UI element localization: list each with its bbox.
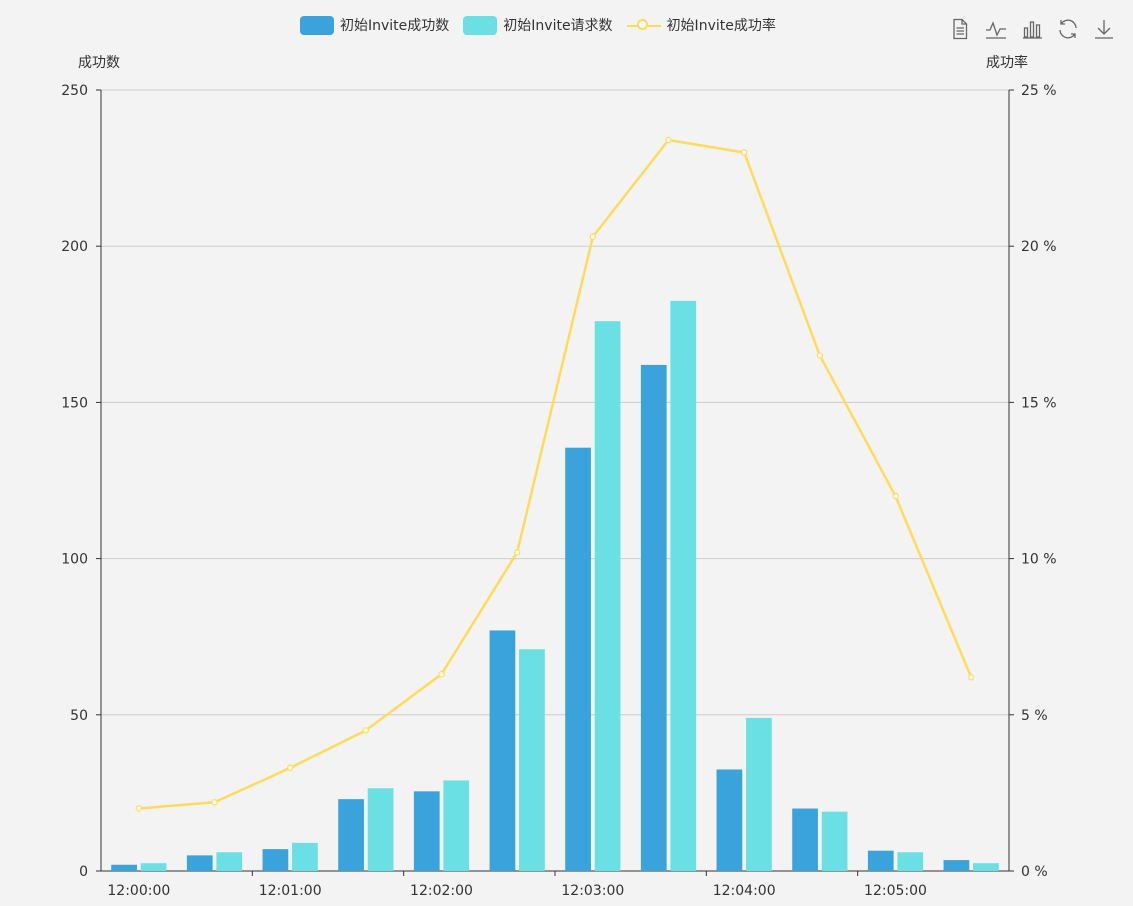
bar-chart-icon	[1023, 21, 1042, 39]
bar-success-count	[262, 849, 289, 871]
success-rate-point	[892, 492, 899, 500]
data-view-button[interactable]	[947, 16, 973, 42]
success-rate-point	[362, 727, 370, 734]
bar-request-count	[519, 649, 545, 871]
success-rate-point	[135, 805, 143, 812]
legend-item-success-count[interactable]: 初始Invite成功数	[300, 15, 449, 35]
download-icon	[1095, 20, 1113, 39]
legend-swatch-success-rate	[626, 16, 661, 35]
success-rate-line	[138, 138, 973, 810]
y-right-tick-label: 25 %	[1021, 83, 1057, 99]
x-tick-label: 12:02:00	[410, 883, 473, 899]
bar-success-count	[640, 364, 667, 871]
success-rate-point	[438, 670, 445, 678]
legend-label-request-count: 初始Invite请求数	[503, 18, 613, 34]
y-left-tick-label: 100	[61, 552, 88, 568]
chart-toolbox	[947, 16, 1117, 42]
bar-success-count	[186, 855, 213, 871]
download-button[interactable]	[1091, 16, 1117, 42]
success-rate-point	[513, 549, 521, 556]
success-rate-point	[740, 149, 748, 156]
left-axis-name: 成功数	[78, 55, 120, 71]
bar-request-count	[973, 863, 999, 871]
x-tick-label: 12:04:00	[713, 883, 776, 899]
bar-success-count	[413, 791, 440, 871]
bar-request-count	[594, 321, 621, 871]
success-rate-point	[816, 352, 824, 359]
data-view-icon	[953, 18, 968, 40]
bar-success-count	[943, 860, 970, 871]
bar-success-count	[489, 630, 516, 871]
y-left-tick-label: 200	[61, 239, 88, 255]
legend-item-success-rate[interactable]: 初始Invite成功率	[626, 15, 776, 35]
bar-success-count	[792, 808, 818, 871]
bar-request-count	[292, 842, 318, 871]
bar-success-count	[716, 769, 743, 871]
bar-chart-button[interactable]	[1019, 16, 1045, 42]
y-right-tick-label: 0 %	[1021, 864, 1048, 880]
y-left-tick-label: 150	[61, 395, 88, 411]
legend-label-success-rate: 初始Invite成功率	[666, 18, 776, 34]
x-tick-label: 12:01:00	[259, 883, 322, 899]
refresh-button[interactable]	[1055, 16, 1081, 42]
chart-legend: 初始Invite成功数 初始Invite请求数 初始Invite成功率	[300, 14, 776, 36]
legend-swatch-success-count	[300, 15, 334, 35]
bar-request-count	[216, 852, 243, 871]
success-rate-point	[286, 764, 294, 772]
legend-swatch-request-count	[463, 15, 498, 35]
bar-request-count	[746, 717, 772, 871]
bar-request-count	[897, 852, 924, 871]
line-chart-icon	[986, 21, 1006, 39]
bar-request-count	[821, 811, 848, 871]
x-tick-label: 12:03:00	[561, 883, 624, 899]
bar-request-count	[367, 788, 394, 871]
bar-success-count	[565, 447, 591, 871]
bar-request-count	[670, 300, 697, 871]
y-left-tick-label: 250	[61, 83, 88, 99]
line-chart-button[interactable]	[983, 16, 1009, 42]
x-tick-label: 12:05:00	[864, 883, 927, 899]
bar-request-count	[443, 780, 470, 871]
y-left-tick-label: 0	[79, 864, 88, 880]
success-rate-point	[211, 799, 218, 806]
bar-success-count	[338, 799, 364, 871]
x-tick-label: 12:00:00	[107, 883, 170, 899]
bar-request-count	[140, 863, 167, 871]
y-right-tick-label: 5 %	[1021, 708, 1048, 724]
y-right-tick-label: 20 %	[1021, 239, 1057, 255]
legend-item-request-count[interactable]: 初始Invite请求数	[463, 15, 613, 35]
success-rate-point	[589, 233, 597, 241]
legend-label-success-count: 初始Invite成功数	[340, 18, 450, 34]
y-right-tick-label: 15 %	[1021, 395, 1057, 411]
success-rate-point	[665, 136, 672, 144]
y-left-tick-label: 50	[70, 708, 88, 724]
y-right-tick-label: 10 %	[1021, 552, 1057, 568]
bar-success-count	[867, 850, 894, 871]
right-axis-name: 成功率	[986, 55, 1028, 71]
bar-success-count	[111, 864, 137, 871]
success-rate-point	[967, 674, 975, 681]
refresh-icon	[1059, 19, 1077, 39]
